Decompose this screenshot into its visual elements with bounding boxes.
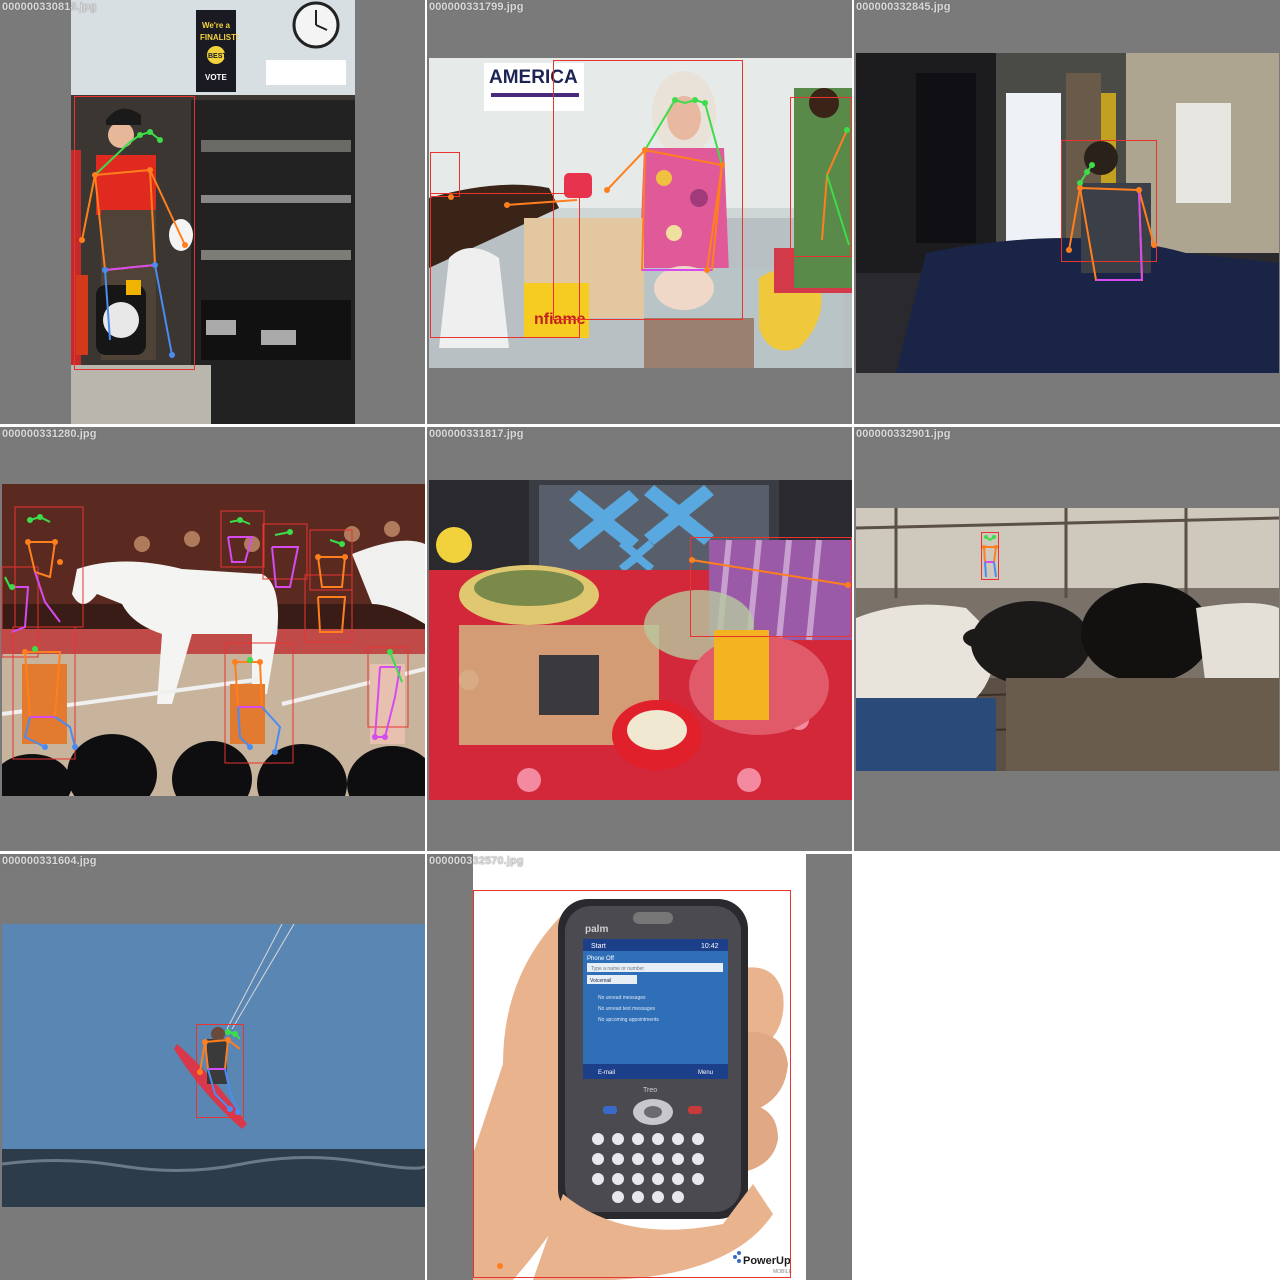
person-bbox — [1061, 140, 1157, 262]
person-bbox — [430, 193, 580, 338]
poster-text-1: We're a — [202, 21, 231, 30]
tile-bedroom[interactable]: 000000332845.jpg — [854, 0, 1280, 424]
filename-label: 000000331280.jpg — [2, 428, 97, 440]
circus-photo — [2, 484, 425, 796]
tile-phone[interactable]: 000000332570.jpg palm Start 10:42 Phone … — [427, 854, 852, 1280]
table-photo — [429, 480, 852, 800]
filename-label: 000000331604.jpg — [2, 855, 97, 867]
person-bbox — [981, 532, 999, 580]
barn-photo — [856, 508, 1279, 771]
filename-label: 000000331817.jpg — [429, 428, 524, 440]
poster-text-3: BEST — [208, 53, 227, 60]
tile-empty — [854, 854, 1280, 1280]
poster-text-4: VOTE — [205, 73, 227, 82]
filename-label: 000000331799.jpg — [429, 1, 524, 13]
tile-market[interactable]: 000000331799.jpg AMERICA nfiame — [427, 0, 852, 424]
person-bbox — [196, 1024, 244, 1118]
tile-kitchen[interactable]: 000000330818.jpg We're a FINALIST! BEST … — [0, 0, 425, 424]
person-bbox — [74, 96, 195, 370]
filename-label: 000000332901.jpg — [856, 428, 951, 440]
person-bbox — [690, 537, 852, 637]
person-bbox — [553, 60, 743, 320]
tile-circus[interactable]: 000000331280.jpg — [0, 427, 425, 851]
tile-barn[interactable]: 000000332901.jpg — [854, 427, 1280, 851]
poster-text-2: FINALIST! — [200, 33, 239, 42]
filename-label: 000000332570.jpg — [429, 855, 524, 867]
phone-bbox — [473, 890, 791, 1278]
tile-kitesurf[interactable]: 000000331604.jpg — [0, 854, 425, 1280]
filename-label: 000000332845.jpg — [856, 1, 951, 13]
tile-table[interactable]: 000000331817.jpg — [427, 427, 852, 851]
filename-label: 000000330818.jpg — [2, 1, 97, 13]
person-bbox — [430, 152, 460, 197]
person-bbox — [790, 97, 852, 257]
